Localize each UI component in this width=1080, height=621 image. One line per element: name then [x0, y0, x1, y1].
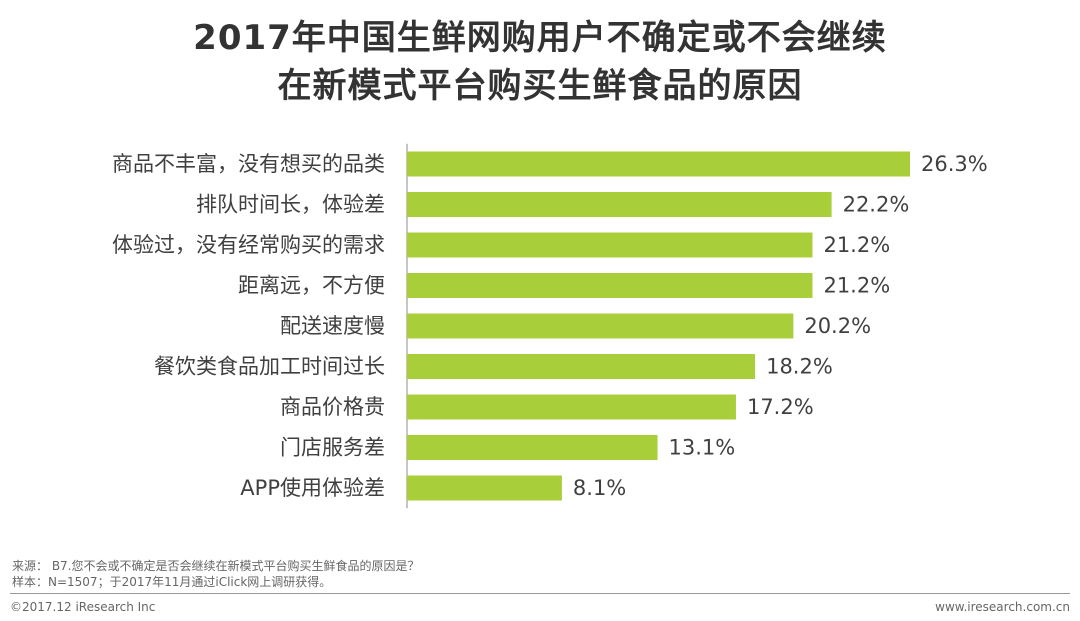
bar [407, 151, 910, 177]
website-url: www.iresearch.com.cn [935, 600, 1070, 614]
value-label-group: 26.3% 22.2% 21.2% 21.2% 20.2% 18.2% 17.2% 13.1%… [573, 152, 988, 500]
bar [407, 435, 658, 460]
value-label: 26.3% [921, 152, 988, 176]
source-note: 来源： B7.您不会或不确定是否会继续在新模式平台购买生鲜食品的原因是？ [12, 559, 420, 573]
value-label: 21.2% [823, 233, 890, 257]
bar [407, 232, 813, 258]
value-label: 21.2% [823, 274, 890, 298]
category-label: 餐饮类食品加工时间过长 [154, 355, 385, 379]
category-label: 体验过，没有经常购买的需求 [112, 233, 385, 257]
category-label: 门店服务差 [280, 436, 385, 460]
category-label-group: 商品不丰富，没有想买的品类排队时间长，体验差体验过，没有经常购买的需求距离远，不… [112, 152, 385, 500]
sample-note: 样本：N=1507；于2017年11月通过iClick网上调研获得。 [12, 575, 332, 589]
category-label: APP使用体验差 [240, 476, 385, 500]
bar [407, 313, 794, 339]
bar [407, 192, 832, 217]
value-label: 18.2% [766, 355, 833, 379]
copyright-text: ©2017.12 iResearch Inc [10, 600, 156, 614]
value-label: 13.1% [669, 436, 736, 460]
bar [407, 354, 756, 379]
bar [407, 273, 813, 298]
category-label: 商品不丰富，没有想买的品类 [112, 152, 385, 176]
category-label: 排队时间长，体验差 [196, 193, 385, 217]
bar [407, 394, 736, 420]
category-label: 配送速度慢 [280, 314, 385, 338]
bar-group [407, 151, 910, 501]
footer-divider [10, 593, 1070, 594]
bar [407, 475, 562, 501]
chart-title-line-2: 在新模式平台购买生鲜食品的原因 [277, 66, 803, 106]
category-label: 距离远，不方便 [238, 274, 385, 298]
value-label: 20.2% [804, 314, 871, 338]
value-label: 17.2% [747, 395, 814, 419]
chart-title-line-1: 2017年中国生鲜网购用户不确定或不会继续 [193, 18, 887, 58]
value-label: 8.1% [573, 476, 626, 500]
value-label: 22.2% [843, 193, 910, 217]
category-label: 商品价格贵 [280, 395, 385, 419]
